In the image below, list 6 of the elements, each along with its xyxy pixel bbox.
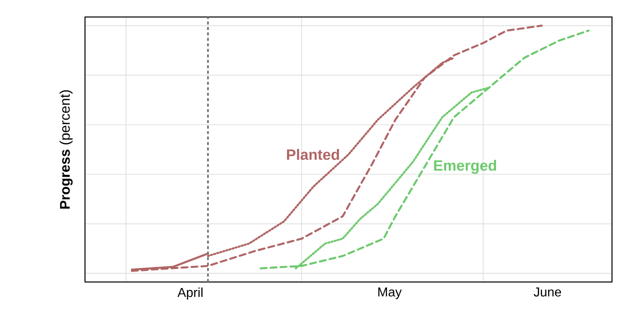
series-label: Emerged [434, 160, 496, 174]
x-tick-label: May [378, 288, 402, 300]
x-tick-label: June [534, 288, 562, 297]
series-label: Planted [287, 148, 340, 160]
y-axis-title: Progress (percent) [60, 90, 73, 209]
x-tick-label: April [177, 288, 202, 300]
